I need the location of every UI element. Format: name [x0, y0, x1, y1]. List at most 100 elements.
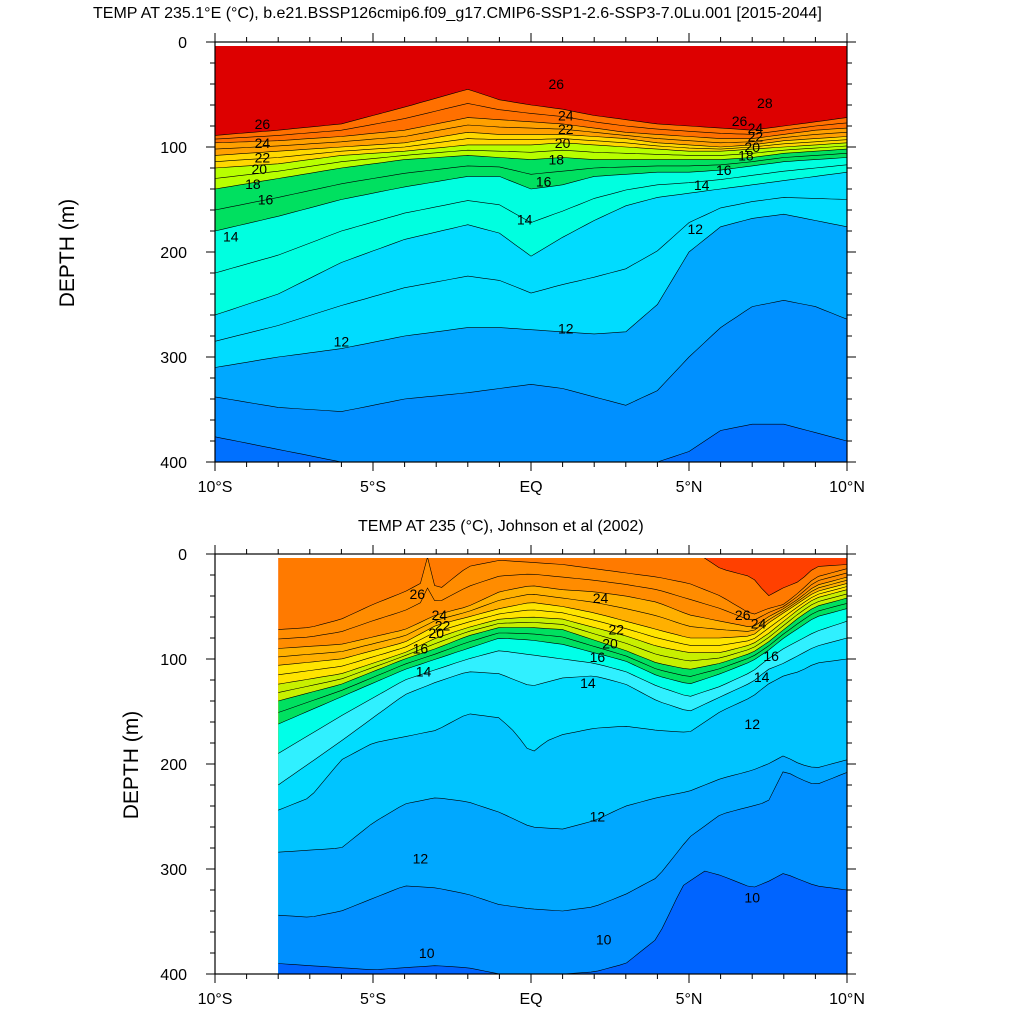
chart-1-contour-label: 24	[255, 135, 271, 151]
chart-1-xtick-label: EQ	[519, 479, 542, 496]
chart-2-isotherm-12	[278, 755, 847, 853]
chart-1-isotherm-14	[215, 171, 847, 316]
chart-1-contour-label: 26	[732, 113, 748, 129]
chart-1-isotherm-13	[215, 197, 847, 342]
chart-1-contour-label: 22	[558, 121, 574, 137]
chart-2-contour-label: 14	[754, 669, 770, 685]
chart-2-isotherm-17	[278, 603, 847, 713]
chart-1-isotherm-19	[215, 145, 847, 179]
chart-1-contour-label: 18	[738, 147, 754, 163]
chart-2-isotherm-23	[278, 580, 847, 658]
chart-1-xtick-label: 10°S	[198, 479, 233, 496]
chart-2-isotherm-20	[278, 589, 847, 685]
chart-2-contour-label: 16	[413, 641, 429, 657]
chart-2-isotherm-26	[278, 558, 847, 630]
chart-2-isotherm-10	[278, 870, 847, 974]
chart-1-isotherm-24	[215, 117, 847, 144]
chart-2-isotherm-21	[278, 586, 847, 676]
chart-2-contour-label: 22	[609, 622, 625, 638]
chart-1-isotherm-10	[215, 423, 847, 462]
chart-1-ytick-label: 400	[160, 455, 187, 472]
chart-2-contour-label: 24	[593, 590, 609, 606]
chart-2-contour-label: 10	[744, 889, 760, 905]
chart-1-isotherm-15	[215, 164, 847, 274]
chart-1-isotherm-23	[215, 124, 847, 150]
chart-1-contour-label: 14	[694, 177, 710, 193]
chart-1-band-10	[215, 424, 847, 462]
chart-1-contour-label: 14	[517, 211, 533, 227]
chart-2-contour-label: 20	[428, 625, 444, 641]
chart-2-ytick-label: 400	[160, 967, 187, 984]
chart-2-contour-label: 10	[596, 931, 612, 947]
chart-1-isotherm-12	[215, 213, 847, 368]
chart-1-ytick-label: 0	[178, 35, 187, 52]
chart-2-isotherm-27	[703, 558, 847, 596]
chart-2-isotherm-16	[278, 608, 847, 725]
chart-2-contour-label: 10	[419, 945, 435, 961]
chart-1-contour-label: 24	[558, 108, 574, 124]
chart-2-contour-label: 24	[751, 615, 767, 631]
chart-2-isotherm-25	[278, 572, 847, 640]
chart-1-contour-label: 26	[255, 116, 271, 132]
chart-1-isotherm-11	[215, 299, 847, 412]
chart-1-isotherm-22	[215, 131, 847, 156]
chart-1-contour-label: 16	[258, 192, 274, 208]
chart-1-xtick-label: 10°N	[829, 479, 865, 496]
chart-2-contour-label: 12	[590, 809, 606, 825]
chart-1-isotherm-17	[215, 153, 847, 211]
chart-2-isotherm-14	[278, 637, 847, 786]
chart-1-band-11	[215, 300, 847, 462]
chart-1-contour-label: 12	[334, 333, 350, 349]
chart-2-isotherm-18	[278, 597, 847, 702]
chart-1-ytick-label: 200	[160, 245, 187, 262]
chart-2-isotherm-19	[278, 593, 847, 693]
chart-1-isotherm-26	[215, 88, 847, 136]
chart-1-contour-label: 12	[688, 221, 704, 237]
chart-2-title: TEMP AT 235 (°C), Johnson et al (2002)	[358, 518, 644, 535]
chart-1-isotherm-16	[215, 157, 847, 232]
chart-2-ytick-label: 0	[178, 547, 187, 564]
chart-1-contour-label: 20	[251, 161, 267, 177]
chart-1-contour-label: 20	[744, 139, 760, 155]
chart-1-xtick-label: 5°N	[676, 479, 703, 496]
chart-2-ytick-label: 300	[160, 862, 187, 879]
chart-1-contour-label: 22	[255, 150, 271, 166]
chart-2-contour-label: 20	[602, 635, 618, 651]
chart-2-isotherm-24	[278, 576, 847, 649]
chart-1-contour-label: 18	[245, 176, 261, 192]
chart-1-xtick-label: 5°S	[360, 479, 386, 496]
chart-1-isotherm-21	[215, 138, 847, 162]
chart-1-contour-label: 22	[748, 129, 764, 145]
chart-2-contour-label: 14	[416, 664, 432, 680]
chart-1-title: TEMP AT 235.1°E (°C), b.e21.BSSP126cmip6…	[93, 5, 822, 22]
chart-2-contour-label: 16	[590, 649, 606, 665]
chart-1-ytick-label: 100	[160, 140, 187, 157]
chart-2-contour-label: 14	[580, 675, 596, 691]
chart-2-band-10	[278, 871, 847, 974]
chart-2-xtick-label: 5°S	[360, 991, 386, 1008]
chart-1-isotherm-18	[215, 148, 847, 190]
chart-2-isotherm-22	[278, 583, 847, 666]
chart-2-ytick-label: 100	[160, 652, 187, 669]
chart-1-contour-label: 16	[716, 162, 732, 178]
chart-2-xtick-label: 10°S	[198, 991, 233, 1008]
chart-2-xtick-label: 10°N	[829, 991, 865, 1008]
chart-1-contour-label: 18	[548, 152, 564, 168]
chart-2-xtick-label: 5°N	[676, 991, 703, 1008]
chart-2-contour-label: 22	[435, 617, 451, 633]
chart-2-contour-label: 24	[432, 607, 448, 623]
chart-1-contour-label: 26	[548, 76, 564, 92]
chart-2-contour-label: 12	[744, 716, 760, 732]
chart-2-contour-label: 26	[409, 586, 425, 602]
chart-2-xtick-label: EQ	[519, 991, 542, 1008]
chart-1-contour-label: 14	[223, 228, 239, 244]
chart-1-isotherm-20	[215, 142, 847, 169]
chart-2-contour-label: 12	[413, 851, 429, 867]
chart-2-isotherm-11	[278, 771, 847, 918]
chart-1-contour-label: 12	[558, 321, 574, 337]
chart-2-contour-label: 16	[763, 648, 779, 664]
chart-2-isotherm-13	[278, 658, 847, 811]
chart-1-contour-label: 28	[757, 95, 773, 111]
chart-1-ytick-label: 300	[160, 350, 187, 367]
